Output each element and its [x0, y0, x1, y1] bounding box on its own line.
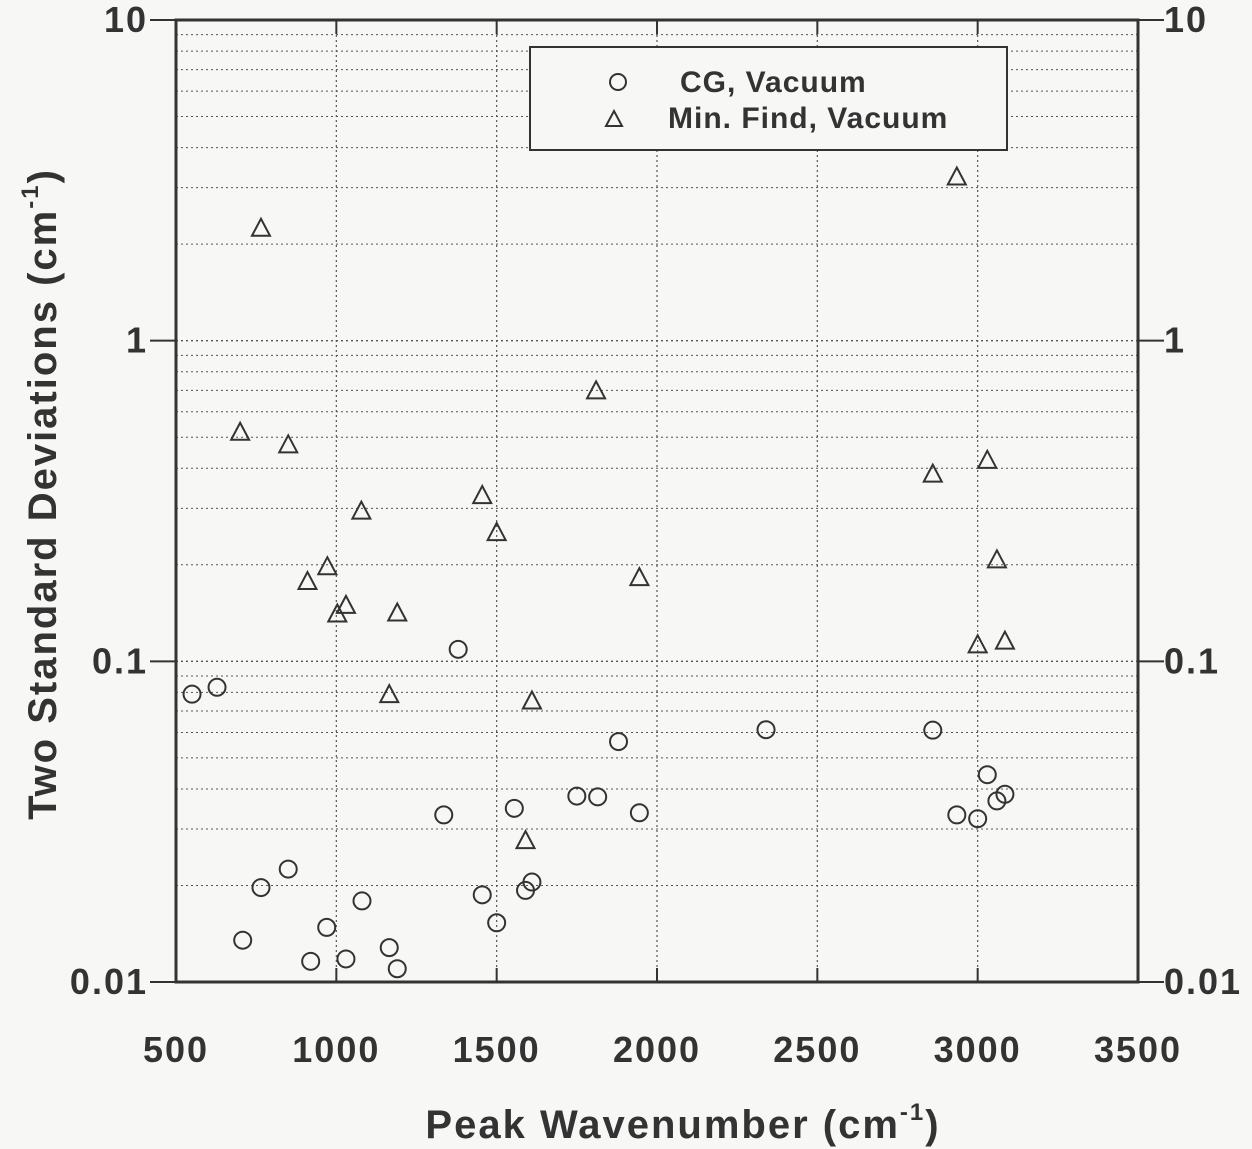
point-cg-vacuum [448, 639, 468, 659]
point-min-find-vacuum [967, 633, 989, 654]
point-cg-vacuum [629, 803, 649, 823]
data-points [182, 165, 1016, 979]
x-axis-title: Peak Wavenumber (cm-1) [425, 1099, 940, 1147]
point-cg-vacuum [923, 720, 943, 740]
legend-marker-circle [609, 73, 627, 91]
point-cg-vacuum [588, 787, 608, 807]
y-tick-label-right: 1 [1164, 320, 1186, 361]
y-tick-label-right: 0.1 [1164, 640, 1220, 681]
point-min-find-vacuum [521, 689, 543, 710]
point-min-find-vacuum [350, 499, 373, 520]
point-min-find-vacuum [277, 433, 299, 454]
point-cg-vacuum [301, 951, 321, 971]
point-cg-vacuum [472, 885, 492, 905]
point-cg-vacuum [567, 786, 587, 806]
tick-marks [150, 19, 1164, 983]
legend-box [529, 46, 1008, 151]
point-min-find-vacuum [994, 629, 1016, 650]
legend-label-cg: CG, Vacuum [680, 66, 867, 99]
point-cg-vacuum [379, 938, 399, 958]
point-cg-vacuum [434, 805, 454, 825]
point-cg-vacuum [756, 720, 776, 740]
x-tick-label: 2500 [773, 1029, 861, 1070]
x-tick-label: 3000 [934, 1029, 1022, 1070]
point-min-find-vacuum [316, 555, 339, 576]
point-cg-vacuum [207, 677, 227, 697]
point-min-find-vacuum [946, 165, 968, 186]
y-tick-label-right: 0.01 [1164, 961, 1242, 1002]
x-tick-label: 1500 [453, 1029, 541, 1070]
point-cg-vacuum [182, 684, 202, 704]
point-cg-vacuum [968, 809, 988, 829]
legend-marker-triangle [604, 108, 624, 127]
point-cg-vacuum [995, 784, 1015, 804]
legend-label-min-find: Min. Find, Vacuum [668, 102, 948, 135]
point-cg-vacuum [336, 949, 356, 969]
point-min-find-vacuum [986, 548, 1008, 569]
point-cg-vacuum [352, 891, 372, 911]
point-min-find-vacuum [378, 683, 400, 704]
y-tick-label-left: 10 [104, 0, 148, 40]
x-tick-label: 1000 [292, 1029, 380, 1070]
point-cg-vacuum [278, 859, 298, 879]
point-min-find-vacuum [386, 601, 408, 622]
grid-lines [176, 20, 1138, 982]
y-axis-title: Two Standard Deviations (cm-1) [17, 168, 65, 820]
point-cg-vacuum [233, 930, 253, 950]
y-tick-label-left: 0.01 [70, 961, 148, 1002]
point-min-find-vacuum [922, 462, 944, 483]
point-cg-vacuum [487, 913, 507, 933]
point-min-find-vacuum [976, 448, 998, 469]
point-cg-vacuum [251, 878, 271, 898]
point-min-find-vacuum [250, 216, 272, 237]
x-tick-label: 2000 [613, 1029, 701, 1070]
point-min-find-vacuum [486, 520, 508, 542]
point-min-find-vacuum [628, 566, 651, 587]
point-cg-vacuum [977, 765, 997, 785]
y-tick-label-left: 1 [126, 320, 148, 361]
y-tick-label-right: 10 [1164, 0, 1208, 40]
point-cg-vacuum [504, 798, 524, 818]
point-min-find-vacuum [471, 483, 493, 505]
point-cg-vacuum [387, 959, 407, 979]
point-min-find-vacuum [229, 420, 251, 441]
point-min-find-vacuum [514, 828, 537, 850]
point-cg-vacuum [947, 805, 967, 825]
point-cg-vacuum [522, 872, 542, 892]
y-tick-label-left: 0.1 [92, 640, 148, 681]
point-min-find-vacuum [296, 569, 319, 591]
point-min-find-vacuum [335, 593, 357, 614]
point-min-find-vacuum [585, 379, 607, 400]
x-tick-label: 500 [143, 1029, 209, 1070]
point-cg-vacuum [609, 732, 629, 752]
tick-labels: 500 1000 1500 2000 2500 3000 3500 0.01 0.01 0.1 0.… [70, 0, 1242, 1070]
x-tick-label: 3500 [1094, 1029, 1182, 1070]
point-cg-vacuum [317, 917, 337, 937]
legend: CG, Vacuum Min. Find, Vacuum [529, 46, 1008, 151]
